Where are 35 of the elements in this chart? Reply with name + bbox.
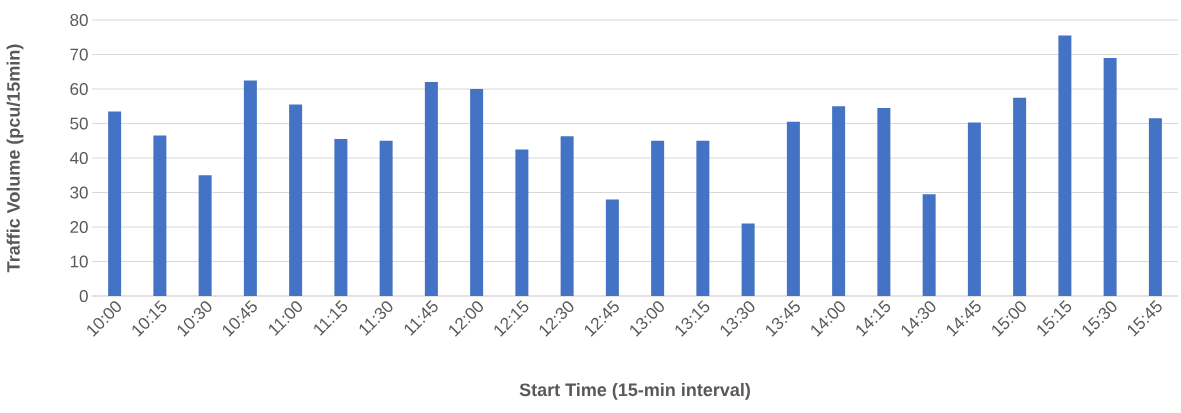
bar [1103, 57, 1117, 296]
bar [696, 140, 710, 296]
y-tick-label: 0 [79, 289, 88, 303]
bar [470, 89, 484, 296]
y-tick-label: 10 [70, 255, 88, 268]
y-tick-label: 80 [70, 13, 88, 27]
bar [108, 111, 122, 296]
x-axis-title: Start Time (15-min interval) [519, 382, 750, 400]
bar [153, 135, 167, 296]
bar [198, 175, 212, 296]
bar [967, 122, 981, 296]
bar [786, 121, 800, 296]
bar [832, 106, 846, 296]
bar [1058, 35, 1072, 296]
y-tick-label: 20 [70, 220, 88, 234]
bar [334, 139, 348, 296]
bar [605, 199, 619, 296]
bar [741, 223, 755, 296]
y-tick-label: 30 [70, 186, 88, 199]
bar [243, 80, 257, 296]
y-tick-label: 60 [70, 82, 88, 96]
y-axis-title: Traffic Volume (pcu/15min) [6, 44, 24, 273]
y-tick-label: 50 [70, 117, 88, 130]
bar [1013, 97, 1027, 296]
bar [289, 104, 303, 296]
bar [877, 107, 891, 296]
bar [379, 140, 393, 296]
bar [651, 140, 665, 296]
bar [1148, 118, 1162, 296]
bar [424, 82, 438, 296]
y-tick-label: 40 [69, 151, 88, 165]
bar [515, 149, 529, 296]
bar [922, 194, 936, 296]
bar [560, 136, 574, 296]
y-tick-label: 70 [70, 48, 88, 61]
